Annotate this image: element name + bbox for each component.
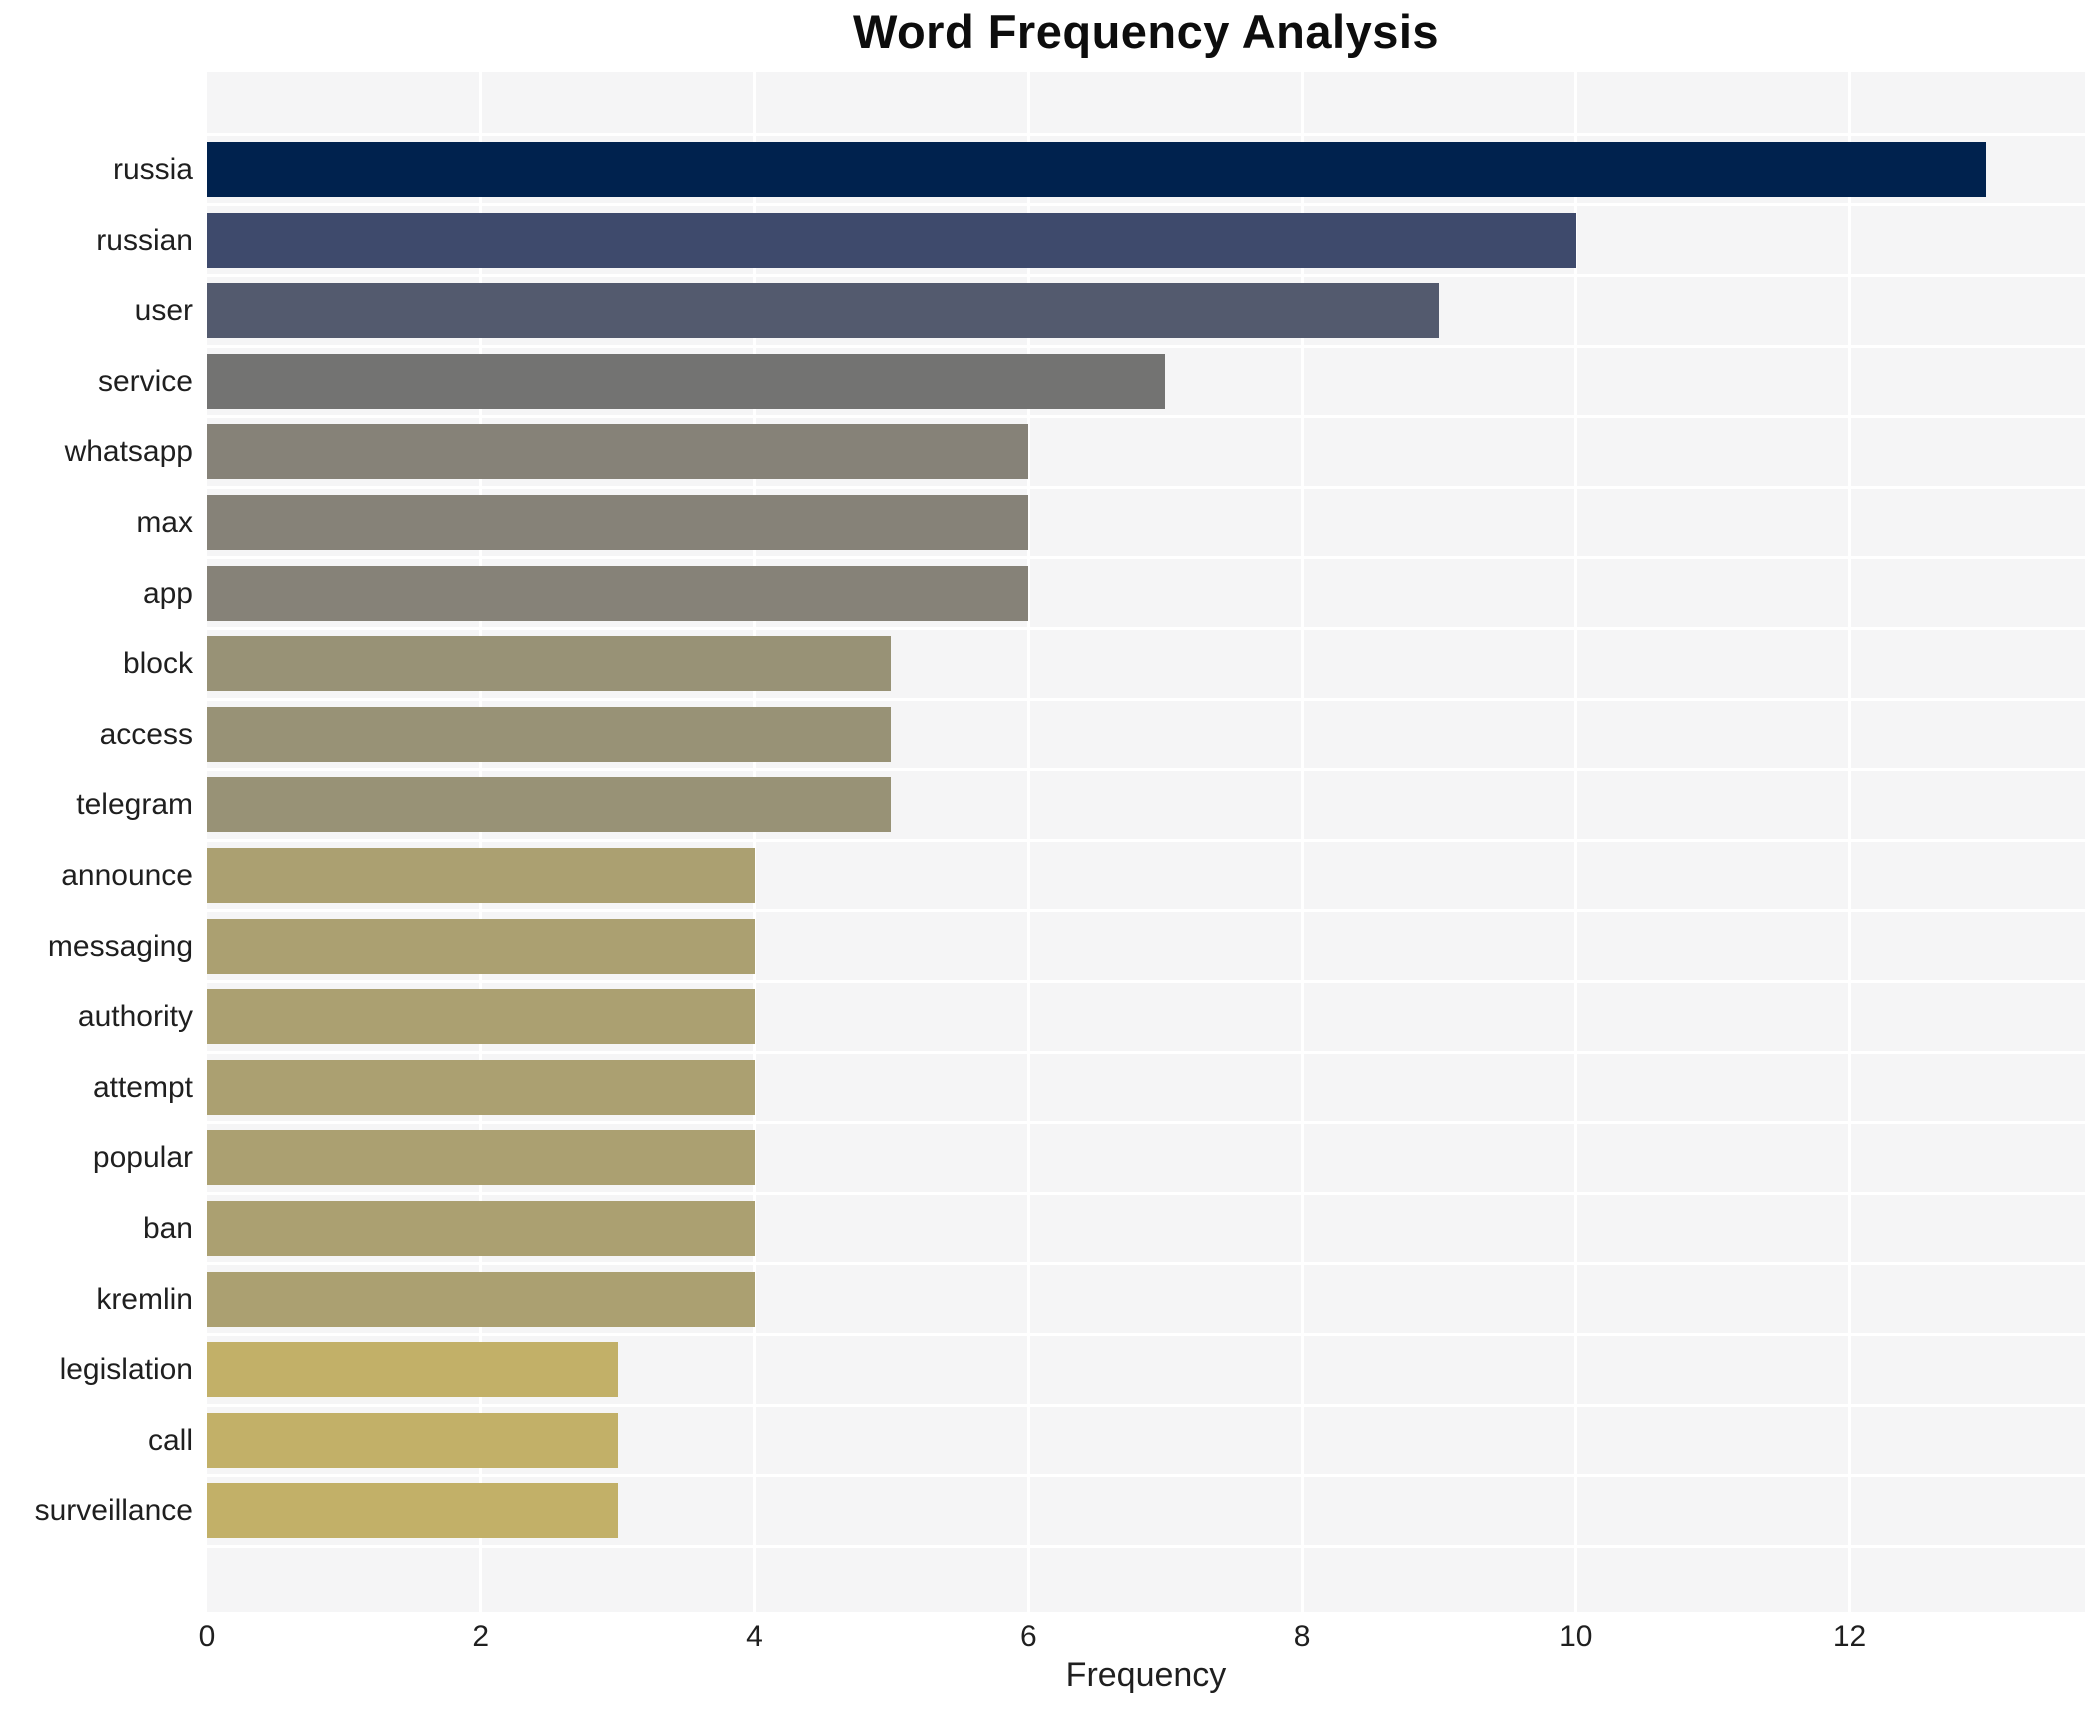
horizontal-gridline <box>207 1121 2085 1125</box>
x-tick-label: 0 <box>198 1620 216 1653</box>
y-tick-label-whatsapp: whatsapp <box>64 435 193 469</box>
horizontal-gridline <box>207 626 2085 630</box>
y-tick-label-kremlin: kremlin <box>96 1282 193 1316</box>
bar-authority <box>207 989 755 1045</box>
vertical-gridline <box>1026 72 1030 1612</box>
y-tick-label-authority: authority <box>77 1000 193 1034</box>
bar-whatsapp <box>207 424 1029 480</box>
x-tick-label: 4 <box>746 1620 763 1653</box>
y-tick-label-russia: russia <box>112 153 193 186</box>
horizontal-gridline <box>207 132 2085 136</box>
bar-attempt <box>207 1059 755 1115</box>
horizontal-gridline <box>207 1050 2085 1054</box>
horizontal-gridline <box>207 415 2085 419</box>
horizontal-gridline <box>207 1262 2085 1266</box>
horizontal-gridline <box>207 556 2085 560</box>
y-tick-label-access: access <box>99 717 193 751</box>
y-tick-label-service: service <box>97 364 193 398</box>
x-tick-label: 6 <box>1019 1620 1037 1653</box>
bar-user <box>207 283 1439 339</box>
y-tick-label-legislation: legislation <box>59 1353 193 1387</box>
bar-popular <box>207 1130 755 1186</box>
plot-area <box>207 72 2085 1612</box>
bar-russian <box>207 212 1576 268</box>
horizontal-gridline <box>207 344 2085 348</box>
bar-service <box>207 353 1166 409</box>
horizontal-gridline <box>207 273 2085 277</box>
vertical-gridline <box>1300 72 1304 1612</box>
bar-telegram <box>207 777 892 833</box>
horizontal-gridline <box>207 768 2085 772</box>
bar-call <box>207 1412 618 1468</box>
horizontal-gridline <box>207 838 2085 842</box>
y-tick-label-user: user <box>134 294 193 328</box>
bar-russia <box>207 142 1987 197</box>
horizontal-gridline <box>207 1544 2085 1548</box>
horizontal-gridline <box>207 979 2085 983</box>
vertical-gridline <box>1574 72 1578 1612</box>
y-tick-label-messaging: messaging <box>47 929 193 963</box>
bar-max <box>207 495 1029 550</box>
y-tick-label-telegram: telegram <box>76 788 193 822</box>
y-tick-label-russian: russian <box>96 223 193 257</box>
bar-legislation <box>207 1342 618 1398</box>
bar-block <box>207 636 892 692</box>
bar-kremlin <box>207 1271 755 1327</box>
bar-ban <box>207 1201 755 1256</box>
chart-title: Word Frequency Analysis <box>852 5 1440 58</box>
y-tick-label-max: max <box>136 506 193 539</box>
y-tick-label-attempt: attempt <box>92 1070 193 1104</box>
x-axis-title: Frequency <box>1065 1656 1227 1694</box>
y-tick-label-call: call <box>147 1423 193 1457</box>
bar-surveillance <box>207 1483 618 1539</box>
vertical-gridline <box>753 72 757 1612</box>
y-tick-label-app: app <box>142 576 193 610</box>
horizontal-gridline <box>207 909 2085 913</box>
x-tick-label: 12 <box>1832 1620 1867 1653</box>
horizontal-gridline <box>207 203 2085 207</box>
y-tick-label-announce: announce <box>61 859 193 892</box>
y-tick-label-block: block <box>122 647 193 681</box>
x-tick-label: 10 <box>1559 1620 1593 1653</box>
vertical-gridline <box>1848 72 1852 1612</box>
vertical-gridline <box>479 72 483 1612</box>
bar-app <box>207 565 1029 621</box>
horizontal-gridline <box>207 1403 2085 1407</box>
bar-access <box>207 706 892 762</box>
bar-announce <box>207 848 755 903</box>
y-tick-label-surveillance: surveillance <box>34 1494 193 1528</box>
x-tick-label: 8 <box>1293 1620 1311 1653</box>
bar-messaging <box>207 918 755 974</box>
horizontal-gridline <box>207 1332 2085 1336</box>
horizontal-gridline <box>207 697 2085 701</box>
y-tick-label-ban: ban <box>142 1212 193 1245</box>
x-tick-label: 2 <box>472 1620 490 1653</box>
horizontal-gridline <box>207 485 2085 489</box>
y-tick-label-popular: popular <box>92 1141 193 1175</box>
horizontal-gridline <box>207 1191 2085 1195</box>
horizontal-gridline <box>207 1474 2085 1478</box>
